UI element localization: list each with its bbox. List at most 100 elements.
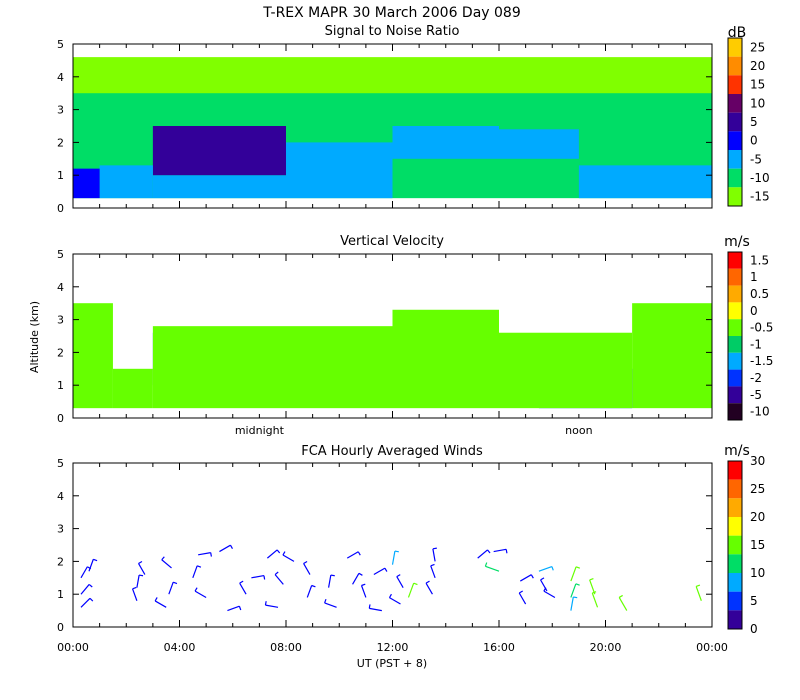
colorbar-tick-label: -1.5 (750, 354, 773, 368)
velocity-title: Vertical Velocity (340, 234, 444, 249)
wind-barb (266, 549, 278, 559)
y-tick-label: 2 (57, 346, 64, 359)
colorbar-swatch (728, 252, 742, 269)
wind-barb-flag (505, 549, 508, 554)
colorbar-swatch (728, 591, 742, 611)
wind-barb-flag (396, 574, 401, 578)
wind-barb (219, 544, 231, 553)
wind-barb (518, 592, 527, 605)
wind-barb (265, 604, 279, 608)
snr-colorbar: 25 20 15 10 5 0 -5 -10 -15 (727, 37, 770, 207)
heatmap-cell (73, 168, 100, 199)
time-marker-label: midnight (235, 424, 285, 437)
wind-barb-flag (154, 597, 158, 602)
wind-barb (282, 554, 295, 562)
wind-barb-flag (196, 565, 202, 568)
velocity-axes: 0 1 2 3 4 5 (57, 248, 713, 425)
wind-barb (161, 559, 172, 569)
colorbar-swatch (728, 336, 742, 353)
wind-barb (198, 552, 211, 556)
wind-barb-flag (132, 586, 137, 590)
y-tick-label: 5 (57, 38, 64, 51)
colorbar-swatch (728, 94, 742, 113)
wind-barb (154, 600, 167, 608)
wind-barb (131, 588, 138, 601)
colorbar-swatch (728, 302, 742, 320)
wind-barb-flag (264, 601, 267, 606)
wind-barb-flag (695, 584, 701, 588)
winds-panel: FCA Hourly Averaged Winds 0 1 2 3 4 5 30 25 20 1… (57, 443, 765, 636)
colorbar-tick-label: 25 (750, 482, 765, 496)
heatmap-cell (112, 368, 153, 409)
wind-barb (360, 585, 367, 598)
wind-barb (538, 565, 553, 572)
heatmap-cell (578, 165, 712, 199)
colorbar-tick-label: 5 (750, 594, 758, 608)
wind-barb-flag (324, 598, 327, 604)
wind-barb-flag (384, 567, 388, 572)
colorbar-swatch (728, 285, 742, 303)
snr-colorbar-unit: dB (728, 25, 747, 41)
y-tick-label: 1 (57, 588, 64, 601)
wind-barb (88, 559, 94, 572)
wind-barb-flag (575, 566, 581, 569)
wind-barb-flag (276, 549, 281, 554)
wind-barb-flag (432, 547, 437, 550)
colorbar-tick-label: 10 (750, 96, 765, 110)
wind-barb (493, 548, 507, 553)
wind-barb-flag (575, 583, 580, 586)
snr-title: Signal to Noise Ratio (325, 24, 460, 39)
colorbar-tick-label: 5 (750, 115, 758, 129)
wind-barb (239, 582, 247, 595)
colorbar-tick-label: 0.5 (750, 287, 769, 301)
wind-barb-flag (239, 580, 244, 584)
wind-barb-flag (361, 583, 366, 587)
wind-barb (618, 597, 628, 611)
wind-barb (352, 573, 360, 585)
x-tick-label: 20:00 (590, 641, 622, 654)
velocity-colorbar: 1.5 1 0.5 0 -0.5 -1 -1.5 -2 -5 -10 (727, 251, 773, 421)
wind-barb-flag (138, 560, 143, 564)
heatmap-cell (99, 165, 153, 199)
wind-barb-flag (592, 591, 597, 594)
wind-barb (137, 563, 146, 575)
y-tick-label: 2 (57, 136, 64, 149)
x-tick-label: 08:00 (270, 641, 302, 654)
wind-barb-flag (303, 560, 308, 564)
colorbar-tick-label: -1 (750, 337, 762, 351)
colorbar-swatch (728, 56, 742, 76)
wind-barb-flag (394, 550, 399, 553)
wind-barb-flag (274, 571, 279, 576)
colorbar-swatch (728, 535, 742, 555)
y-tick-label: 0 (57, 621, 64, 634)
colorbar-tick-label: 1 (750, 270, 758, 284)
wind-barb-flag (573, 596, 578, 599)
colorbar-tick-label: -2 (750, 371, 762, 385)
winds-colorbar: 30 25 20 15 10 5 0 (727, 454, 765, 636)
colorbar-tick-label: -0.5 (750, 321, 773, 335)
y-axis-label: Altitude (km) (28, 301, 41, 373)
heatmap-cell (392, 309, 499, 409)
wind-barb (543, 590, 556, 598)
colorbar-swatch (728, 319, 742, 336)
wind-barb-flag (173, 581, 178, 585)
colorbar-swatch (728, 573, 742, 592)
wind-barb-flag (357, 551, 361, 556)
wind-barb (425, 582, 433, 595)
y-tick-label: 3 (57, 523, 64, 536)
colorbar-frame (727, 251, 743, 421)
x-tick-labels: 00:00 04:00 08:00 12:00 16:00 20:00 00:00 (57, 641, 728, 654)
colorbar-tick-label: -10 (750, 171, 770, 185)
wind-barb-flag (368, 604, 371, 609)
y-tick-label: 0 (57, 412, 64, 425)
colorbar-swatch (728, 75, 742, 94)
colorbar-tick-label: -15 (750, 190, 770, 204)
heatmap-cell (152, 126, 286, 176)
y-tick-label: 2 (57, 555, 64, 568)
wind-barb-flag (93, 558, 98, 562)
colorbar-swatch (728, 403, 742, 420)
wind-barb-flag (358, 572, 363, 576)
wind-barb-flag (530, 574, 534, 579)
wind-barb-flag (88, 583, 93, 588)
